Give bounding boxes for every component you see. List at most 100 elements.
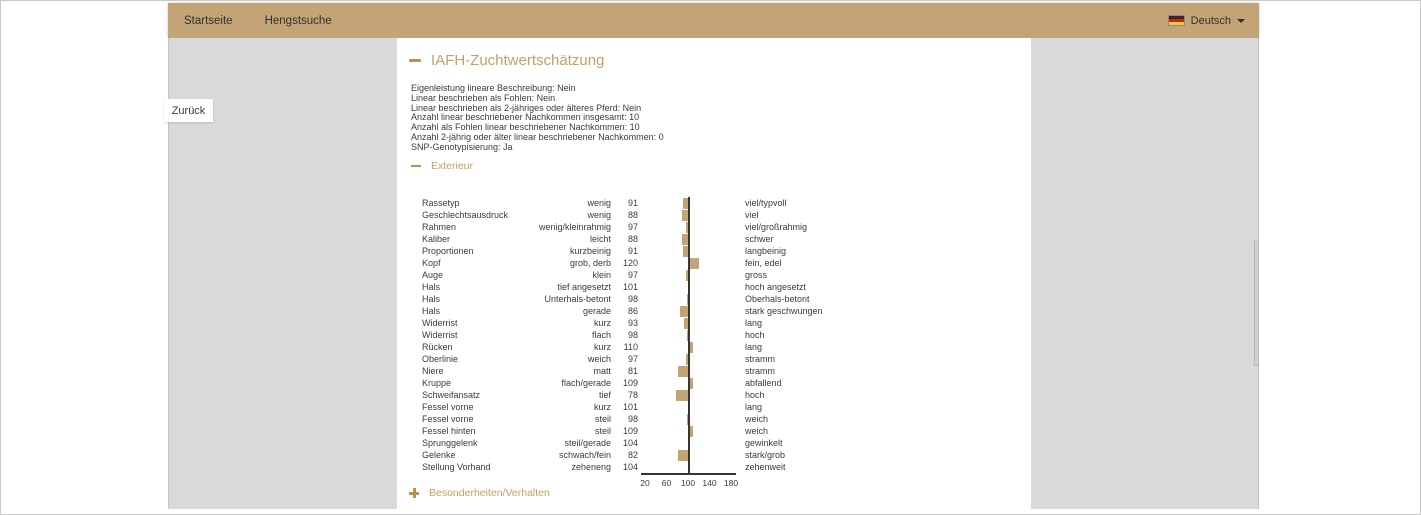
low-label: kurz xyxy=(593,402,611,412)
low-label: matt xyxy=(593,366,611,376)
low-label: steil xyxy=(594,426,611,436)
value-label: 98 xyxy=(627,414,638,424)
high-label: abfallend xyxy=(745,378,782,388)
low-label: gerade xyxy=(582,306,611,316)
chart-row: Niere matt 81 stramm xyxy=(397,365,1031,377)
trait-label: Proportionen xyxy=(422,246,474,256)
section-label-besonderheiten: Besonderheiten/Verhalten xyxy=(429,487,550,499)
bar-cell xyxy=(645,305,733,317)
high-label: Oberhals-betont xyxy=(745,294,810,304)
nav-item-startseite[interactable]: Startseite xyxy=(184,14,233,27)
value-bar xyxy=(681,233,688,245)
trait-label: Fessel hinten xyxy=(422,426,476,436)
vertical-scrollbar[interactable] xyxy=(1254,241,1259,366)
high-label: zehenweit xyxy=(745,462,786,472)
high-label: hoch xyxy=(745,330,765,340)
chart-row: Fessel hinten steil 109 weich xyxy=(397,425,1031,437)
bar-cell xyxy=(645,329,733,341)
german-flag-icon xyxy=(1167,15,1185,26)
high-label: lang xyxy=(745,402,763,412)
value-label: 86 xyxy=(627,306,638,316)
value-bar xyxy=(688,341,694,353)
low-label: grob, derb xyxy=(569,258,611,268)
value-bar xyxy=(677,365,688,377)
value-label: 101 xyxy=(622,402,638,412)
section-header-besonderheiten[interactable]: Besonderheiten/Verhalten xyxy=(409,487,550,499)
info-line: Linear beschrieben als Fohlen: Nein xyxy=(411,92,556,103)
value-label: 97 xyxy=(627,354,638,364)
high-label: langbeinig xyxy=(745,246,787,256)
trait-label: Fessel vorne xyxy=(422,414,474,424)
low-label: steil xyxy=(594,414,611,424)
info-line: SNP-Genotypisierung: Ja xyxy=(411,141,513,152)
value-bar xyxy=(686,293,688,305)
low-label: steil/gerade xyxy=(564,438,611,448)
value-label: 91 xyxy=(627,198,638,208)
value-label: 110 xyxy=(623,342,638,352)
low-label: weich xyxy=(587,354,611,364)
trait-label: Schweifansatz xyxy=(422,390,481,400)
bar-cell xyxy=(645,209,733,221)
bar-cell xyxy=(645,389,733,401)
trait-label: Rahmen xyxy=(422,222,457,232)
trait-label: Rassetyp xyxy=(422,198,460,208)
back-button[interactable]: Zurück xyxy=(164,99,213,122)
bar-cell xyxy=(645,293,733,305)
low-label: tief xyxy=(598,390,611,400)
value-bar xyxy=(681,209,688,221)
chart-baseline-100 xyxy=(688,197,690,473)
value-bar xyxy=(688,257,699,269)
low-label: flach/gerade xyxy=(561,378,611,388)
bar-cell xyxy=(645,233,733,245)
high-label: hoch angesetzt xyxy=(745,282,807,292)
bar-cell xyxy=(645,425,733,437)
info-line: Eigenleistung lineare Beschreibung: Nein xyxy=(411,83,576,93)
low-label: tief angesetzt xyxy=(557,282,611,292)
axis-tick: 60 xyxy=(661,478,672,488)
value-label: 120 xyxy=(622,258,638,268)
bar-cell xyxy=(645,353,733,365)
trait-label: Niere xyxy=(422,366,444,376)
section-label-exterieur: Exterieur xyxy=(431,160,474,172)
chart-row: Rassetyp wenig 91 viel/typvoll xyxy=(397,197,1031,209)
language-dropdown[interactable]: Deutsch xyxy=(1154,15,1259,27)
trait-label: Widerrist xyxy=(422,318,458,328)
chart-row: Gelenke schwach/fein 82 stark/grob xyxy=(397,449,1031,461)
info-block: Eigenleistung lineare Beschreibung: Nein… xyxy=(411,83,664,153)
x-axis-line xyxy=(641,473,736,475)
chart-row: Widerrist flach 98 hoch xyxy=(397,329,1031,341)
bar-cell xyxy=(645,365,733,377)
chart-row: Hals gerade 86 stark geschwungen xyxy=(397,305,1031,317)
axis-ticks: 20 60 100 140 180 xyxy=(640,478,738,490)
chart-rows: Rassetyp wenig 91 viel/typvoll Geschlech… xyxy=(397,197,1031,473)
bar-cell xyxy=(645,377,733,389)
high-label: stark/grob xyxy=(745,450,786,460)
chart-row: Widerrist kurz 93 lang xyxy=(397,317,1031,329)
high-label: hoch xyxy=(745,390,765,400)
info-line: Anzahl 2-jährig oder älter linear beschr… xyxy=(411,131,664,142)
bar-cell xyxy=(645,245,733,257)
axis-tick: 140 xyxy=(702,478,717,488)
trait-label: Auge xyxy=(422,270,444,280)
value-label: 88 xyxy=(627,234,638,244)
high-label: stramm xyxy=(745,366,775,376)
value-bar xyxy=(683,197,688,209)
value-label: 104 xyxy=(622,462,638,472)
section-header-zuchtwert[interactable]: IAFH-Zuchtwertschätzung xyxy=(409,52,604,69)
high-label: lang xyxy=(745,318,763,328)
trait-label: Hals xyxy=(422,306,441,316)
trait-label: Hals xyxy=(422,294,441,304)
value-label: 82 xyxy=(627,450,638,460)
value-bar xyxy=(688,377,693,389)
value-label: 93 xyxy=(627,318,638,328)
value-label: 97 xyxy=(627,270,638,280)
value-bar xyxy=(686,413,688,425)
value-label: 109 xyxy=(622,378,638,388)
nav-item-hengstsuche[interactable]: Hengstsuche xyxy=(264,14,332,27)
section-header-exterieur[interactable]: Exterieur xyxy=(411,160,473,172)
high-label: stramm xyxy=(745,354,775,364)
trait-label: Geschlechtsausdruck xyxy=(422,210,509,220)
value-bar xyxy=(680,305,688,317)
chart-row: Kopf grob, derb 120 fein, edel xyxy=(397,257,1031,269)
trait-label: Kruppe xyxy=(422,378,452,388)
